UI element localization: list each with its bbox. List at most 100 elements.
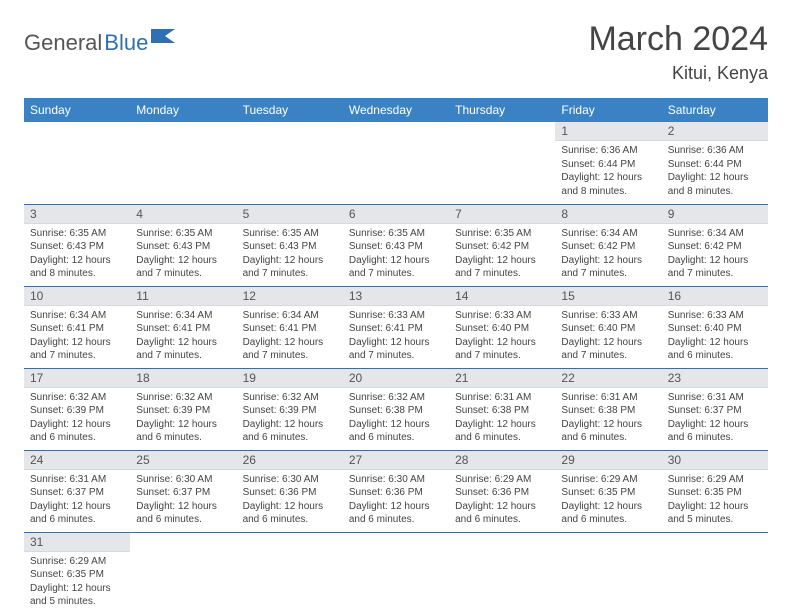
sunset-line: Sunset: 6:37 PM — [136, 486, 230, 500]
daylight-line-1: Daylight: 12 hours — [668, 171, 762, 185]
sunrise-line: Sunrise: 6:32 AM — [136, 391, 230, 405]
day-details: Sunrise: 6:35 AMSunset: 6:43 PMDaylight:… — [24, 224, 130, 286]
calendar-day-cell: 12Sunrise: 6:34 AMSunset: 6:41 PMDayligh… — [237, 286, 343, 368]
sunset-line: Sunset: 6:43 PM — [136, 240, 230, 254]
calendar-day-cell: 3Sunrise: 6:35 AMSunset: 6:43 PMDaylight… — [24, 204, 130, 286]
daylight-line-1: Daylight: 12 hours — [455, 336, 549, 350]
daylight-line-1: Daylight: 12 hours — [561, 500, 655, 514]
daylight-line-2: and 6 minutes. — [243, 513, 337, 527]
sunrise-line: Sunrise: 6:32 AM — [30, 391, 124, 405]
day-details: Sunrise: 6:32 AMSunset: 6:39 PMDaylight:… — [237, 388, 343, 450]
day-number: 18 — [130, 369, 236, 388]
weekday-header-row: SundayMondayTuesdayWednesdayThursdayFrid… — [24, 98, 768, 122]
weekday-header: Friday — [555, 98, 661, 122]
weekday-header: Thursday — [449, 98, 555, 122]
sunrise-line: Sunrise: 6:31 AM — [455, 391, 549, 405]
day-details: Sunrise: 6:29 AMSunset: 6:35 PMDaylight:… — [662, 470, 768, 532]
sunrise-line: Sunrise: 6:29 AM — [30, 555, 124, 569]
daylight-line-2: and 8 minutes. — [30, 267, 124, 281]
daylight-line-2: and 5 minutes. — [30, 595, 124, 609]
day-number: 2 — [662, 122, 768, 141]
sunset-line: Sunset: 6:41 PM — [136, 322, 230, 336]
daylight-line-2: and 6 minutes. — [136, 513, 230, 527]
logo-word-general: General — [24, 30, 102, 56]
day-number: 12 — [237, 287, 343, 306]
calendar-empty-cell — [449, 122, 555, 204]
calendar-empty-cell — [555, 532, 661, 614]
calendar-day-cell: 7Sunrise: 6:35 AMSunset: 6:42 PMDaylight… — [449, 204, 555, 286]
daylight-line-2: and 6 minutes. — [455, 431, 549, 445]
day-details: Sunrise: 6:35 AMSunset: 6:43 PMDaylight:… — [237, 224, 343, 286]
daylight-line-1: Daylight: 12 hours — [349, 336, 443, 350]
calendar-day-cell: 22Sunrise: 6:31 AMSunset: 6:38 PMDayligh… — [555, 368, 661, 450]
daylight-line-1: Daylight: 12 hours — [349, 500, 443, 514]
sunset-line: Sunset: 6:36 PM — [243, 486, 337, 500]
daylight-line-2: and 6 minutes. — [136, 431, 230, 445]
day-number: 1 — [555, 122, 661, 141]
sunset-line: Sunset: 6:42 PM — [561, 240, 655, 254]
day-number: 19 — [237, 369, 343, 388]
day-details: Sunrise: 6:30 AMSunset: 6:36 PMDaylight:… — [237, 470, 343, 532]
logo-flag-icon — [151, 27, 177, 45]
calendar-day-cell: 27Sunrise: 6:30 AMSunset: 6:36 PMDayligh… — [343, 450, 449, 532]
day-details: Sunrise: 6:30 AMSunset: 6:37 PMDaylight:… — [130, 470, 236, 532]
sunset-line: Sunset: 6:39 PM — [136, 404, 230, 418]
calendar-day-cell: 1Sunrise: 6:36 AMSunset: 6:44 PMDaylight… — [555, 122, 661, 204]
sunrise-line: Sunrise: 6:31 AM — [668, 391, 762, 405]
sunrise-line: Sunrise: 6:33 AM — [668, 309, 762, 323]
day-details: Sunrise: 6:34 AMSunset: 6:41 PMDaylight:… — [130, 306, 236, 368]
sunrise-line: Sunrise: 6:34 AM — [668, 227, 762, 241]
sunset-line: Sunset: 6:43 PM — [30, 240, 124, 254]
sunset-line: Sunset: 6:42 PM — [455, 240, 549, 254]
calendar-day-cell: 30Sunrise: 6:29 AMSunset: 6:35 PMDayligh… — [662, 450, 768, 532]
sunrise-line: Sunrise: 6:34 AM — [136, 309, 230, 323]
day-details: Sunrise: 6:29 AMSunset: 6:36 PMDaylight:… — [449, 470, 555, 532]
daylight-line-2: and 6 minutes. — [561, 431, 655, 445]
day-number: 8 — [555, 205, 661, 224]
day-number: 23 — [662, 369, 768, 388]
calendar-day-cell: 17Sunrise: 6:32 AMSunset: 6:39 PMDayligh… — [24, 368, 130, 450]
calendar-day-cell: 9Sunrise: 6:34 AMSunset: 6:42 PMDaylight… — [662, 204, 768, 286]
daylight-line-2: and 7 minutes. — [30, 349, 124, 363]
sunset-line: Sunset: 6:40 PM — [561, 322, 655, 336]
day-number: 6 — [343, 205, 449, 224]
day-details: Sunrise: 6:34 AMSunset: 6:42 PMDaylight:… — [662, 224, 768, 286]
daylight-line-1: Daylight: 12 hours — [349, 418, 443, 432]
header: General Blue March 2024 Kitui, Kenya — [24, 20, 768, 84]
daylight-line-2: and 8 minutes. — [561, 185, 655, 199]
day-number: 15 — [555, 287, 661, 306]
sunset-line: Sunset: 6:40 PM — [668, 322, 762, 336]
daylight-line-1: Daylight: 12 hours — [243, 336, 337, 350]
day-number: 22 — [555, 369, 661, 388]
sunrise-line: Sunrise: 6:29 AM — [455, 473, 549, 487]
daylight-line-2: and 7 minutes. — [668, 267, 762, 281]
sunrise-line: Sunrise: 6:36 AM — [561, 144, 655, 158]
day-number: 14 — [449, 287, 555, 306]
daylight-line-2: and 7 minutes. — [561, 267, 655, 281]
calendar-day-cell: 5Sunrise: 6:35 AMSunset: 6:43 PMDaylight… — [237, 204, 343, 286]
day-number: 10 — [24, 287, 130, 306]
sunset-line: Sunset: 6:41 PM — [30, 322, 124, 336]
day-details: Sunrise: 6:31 AMSunset: 6:38 PMDaylight:… — [449, 388, 555, 450]
daylight-line-1: Daylight: 12 hours — [136, 336, 230, 350]
sunrise-line: Sunrise: 6:32 AM — [349, 391, 443, 405]
daylight-line-1: Daylight: 12 hours — [668, 500, 762, 514]
calendar-day-cell: 21Sunrise: 6:31 AMSunset: 6:38 PMDayligh… — [449, 368, 555, 450]
sunset-line: Sunset: 6:40 PM — [455, 322, 549, 336]
day-details: Sunrise: 6:36 AMSunset: 6:44 PMDaylight:… — [555, 141, 661, 203]
sunset-line: Sunset: 6:44 PM — [668, 158, 762, 172]
calendar-day-cell: 28Sunrise: 6:29 AMSunset: 6:36 PMDayligh… — [449, 450, 555, 532]
calendar-day-cell: 4Sunrise: 6:35 AMSunset: 6:43 PMDaylight… — [130, 204, 236, 286]
daylight-line-1: Daylight: 12 hours — [668, 336, 762, 350]
daylight-line-2: and 7 minutes. — [349, 267, 443, 281]
daylight-line-1: Daylight: 12 hours — [668, 418, 762, 432]
day-number: 30 — [662, 451, 768, 470]
logo: General Blue — [24, 30, 177, 56]
location: Kitui, Kenya — [588, 63, 768, 84]
daylight-line-1: Daylight: 12 hours — [561, 254, 655, 268]
day-details: Sunrise: 6:31 AMSunset: 6:37 PMDaylight:… — [24, 470, 130, 532]
day-details: Sunrise: 6:31 AMSunset: 6:37 PMDaylight:… — [662, 388, 768, 450]
daylight-line-2: and 7 minutes. — [136, 267, 230, 281]
daylight-line-2: and 5 minutes. — [668, 513, 762, 527]
calendar-day-cell: 11Sunrise: 6:34 AMSunset: 6:41 PMDayligh… — [130, 286, 236, 368]
